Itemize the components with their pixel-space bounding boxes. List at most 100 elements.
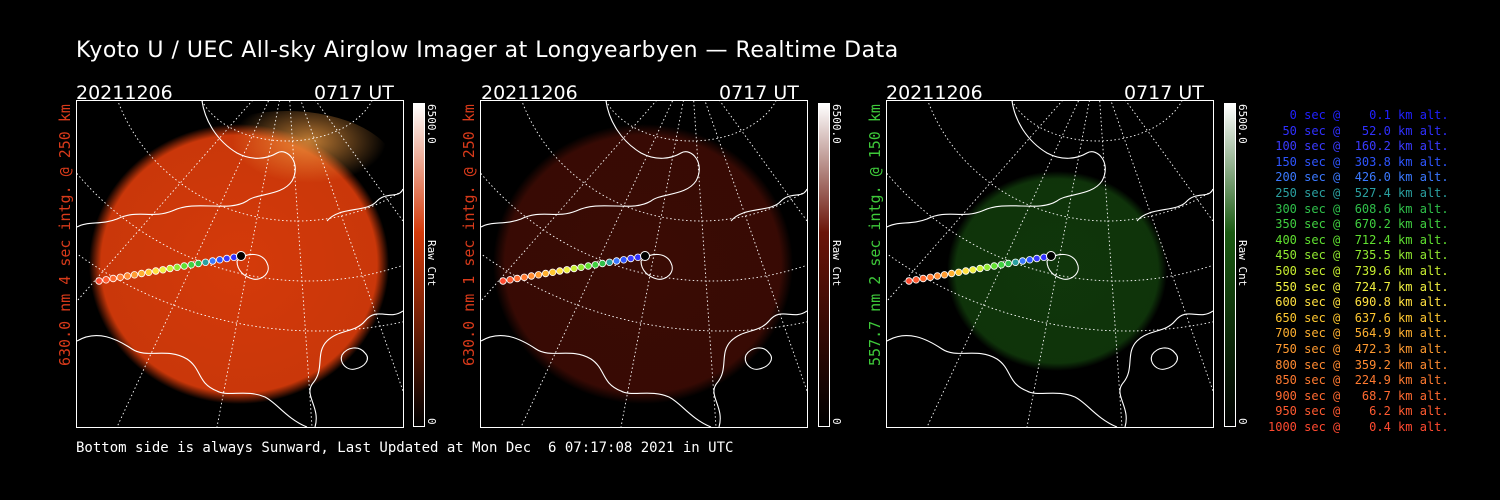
panel-1-wavelength-label: 630.0 nm 4 sec intg. @ 250 km [56,104,74,366]
legend-row: 100 sec @ 160.2 km alt. [1268,139,1449,154]
trajectory-point [541,269,550,278]
panel-2-time: 0717 UT [719,82,799,104]
legend-row: 300 sec @ 608.6 km alt. [1268,201,1449,216]
legend-row: 0 sec @ 0.1 km alt. [1268,108,1449,122]
panel-2-colorbar-max: 6500.0 [830,104,843,144]
panel-3-wavelength-label: 557.7 nm 2 sec intg. @ 150 km [866,104,884,366]
trajectory-point [166,264,174,273]
trajectory-point [926,273,934,281]
trajectory-point [102,276,110,284]
panel-1-colorbar-max: 6500.0 [425,104,438,144]
trajectory-point [520,273,528,281]
panel-1-date: 20211206 [76,82,173,104]
page-title: Kyoto U / UEC All-sky Airglow Imager at … [76,38,899,63]
trajectory-point [1033,254,1041,263]
legend-row: 200 sec @ 426.0 km alt. [1268,170,1449,185]
trajectory-point [612,257,621,265]
trajectory-point [187,261,195,269]
trajectory-point [159,266,167,274]
trajectory-point [577,263,585,271]
trajectory-point [627,254,635,263]
lat-lon-grid [481,101,807,427]
trajectory-point [194,259,203,268]
trajectory-point [556,267,564,275]
trajectory-point [912,276,920,284]
legend-row: 250 sec @ 527.4 km alt. [1268,185,1449,200]
legend-row: 700 sec @ 564.9 km alt. [1268,326,1449,341]
panel-3-colorbar-max: 6500.0 [1236,104,1249,144]
trajectory-point [144,268,153,276]
trajectory-point [527,272,536,280]
trajectory-legend: 0 sec @ 0.1 km alt. 50 sec @ 52.0 km alt… [1268,108,1449,435]
legend-row: 750 sec @ 472.3 km alt. [1268,341,1449,356]
panel-3-time: 0717 UT [1124,82,1204,104]
trajectory-point [223,254,231,263]
trajectory-point [933,272,942,280]
legend-row: 50 sec @ 52.0 km alt. [1268,123,1449,138]
trajectory-point [534,271,543,279]
trajectory-point [969,266,977,274]
trajectory-origin [1046,251,1056,261]
trajectory-point [947,269,956,278]
trajectory-point [1018,257,1027,265]
airglow-bright-region [177,111,397,231]
legend-row: 500 sec @ 739.6 km alt. [1268,263,1449,278]
airglow-disc [493,124,793,404]
trajectory-point [940,271,949,279]
legend-row: 450 sec @ 735.5 km alt. [1268,248,1449,263]
trajectory-point [95,277,103,285]
trajectory-point [990,262,998,270]
trajectory-point [173,263,181,271]
legend-row: 550 sec @ 724.7 km alt. [1268,279,1449,294]
panel-1-colorbar-min: 0 [425,418,438,425]
trajectory-point [605,258,614,266]
legend-row: 650 sec @ 637.6 km alt. [1268,310,1449,325]
trajectory-point [548,268,557,276]
trajectory-point [919,274,927,283]
trajectory-point [180,262,188,270]
trajectory-point [1025,256,1034,264]
panel-3-airglow-image [886,100,1214,428]
trajectory-point [954,268,963,276]
legend-row: 1000 sec @ 0.4 km alt. [1268,419,1449,434]
trajectory-point [598,259,607,268]
footer-status: Bottom side is always Sunward, Last Upda… [76,440,734,456]
panel-3-colorbar-min: 0 [1236,418,1249,425]
trajectory-point [983,263,991,271]
lat-lon-grid [887,101,1213,427]
trajectory-point [130,271,139,279]
coastlines [77,101,403,427]
trajectory-point [513,274,521,283]
trajectory-point [1011,258,1020,266]
trajectory-point [905,277,913,285]
trajectory-point [962,267,970,275]
panel-2-colorbar [818,103,830,427]
trajectory-point [152,267,160,275]
coastlines [481,101,807,427]
trajectory-point [137,269,146,278]
trajectory-point [570,264,578,273]
panel-3-date: 20211206 [886,82,983,104]
legend-row: 900 sec @ 68.7 km alt. [1268,388,1449,403]
trajectory-point [584,262,592,270]
panel-2-airglow-image [480,100,808,428]
trajectory-point [499,277,507,285]
panel-1-colorbar [413,103,425,427]
panel-3-colorbar-unit: Raw Cnt [1236,240,1249,287]
panel-2-wavelength-label: 630.0 nm 1 sec intg. @ 250 km [460,104,478,366]
trajectory-point [591,261,599,269]
panel-2-colorbar-min: 0 [830,418,843,425]
trajectory-point [208,257,217,265]
panel-2-colorbar-unit: Raw Cnt [830,240,843,287]
trajectory-point [201,258,210,266]
trajectory-point [619,256,628,264]
trajectory-point [109,274,117,283]
panel-3-colorbar [1224,103,1236,427]
legend-row: 150 sec @ 303.8 km alt. [1268,154,1449,169]
legend-row: 400 sec @ 712.4 km alt. [1268,232,1449,247]
trajectory-point [215,256,224,264]
trajectory-origin [640,251,650,261]
legend-row: 850 sec @ 224.9 km alt. [1268,373,1449,388]
panel-1-airglow-image [76,100,404,428]
panel-2-date: 20211206 [481,82,578,104]
